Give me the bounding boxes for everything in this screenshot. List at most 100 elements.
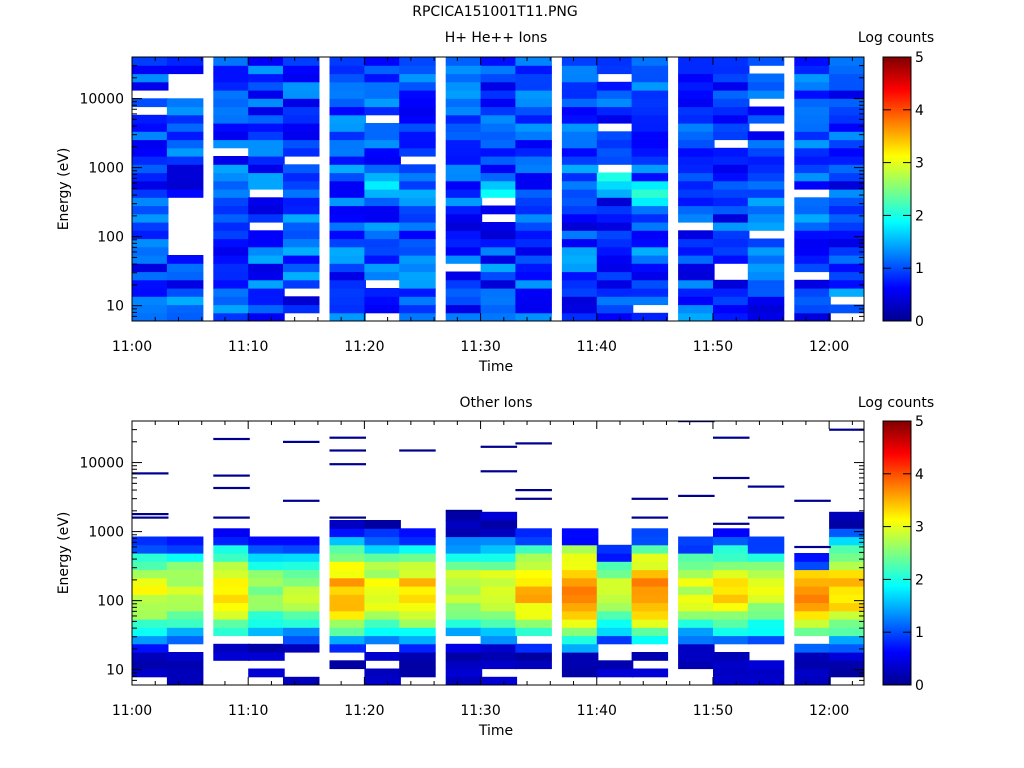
heatmap-cell bbox=[213, 528, 250, 538]
colorbar-axis: 0 1 2 3 4 5 bbox=[883, 50, 924, 330]
heatmap-cell bbox=[166, 569, 204, 579]
heatmap-cell bbox=[480, 81, 518, 91]
isolated-count-mark bbox=[213, 486, 250, 490]
heatmap-cell bbox=[596, 57, 634, 66]
heatmap-cell bbox=[364, 81, 401, 91]
heatmap-cell bbox=[515, 643, 552, 653]
heatmap-cell bbox=[213, 279, 250, 289]
heatmap-cell bbox=[213, 288, 250, 297]
heatmap-cell bbox=[829, 222, 864, 231]
heatmap-cell bbox=[399, 213, 436, 223]
heatmap-cell bbox=[364, 197, 401, 207]
heatmap-cell bbox=[132, 652, 169, 661]
heatmap-cell bbox=[445, 139, 483, 149]
heatmap-cell bbox=[399, 577, 436, 587]
heatmap-cell bbox=[678, 197, 715, 207]
heatmap-cell bbox=[561, 569, 599, 579]
heatmap-cell bbox=[631, 180, 669, 190]
heatmap-cell bbox=[248, 610, 285, 620]
heatmap-cell bbox=[283, 114, 320, 124]
isolated-count-mark bbox=[213, 474, 250, 477]
heatmap-cell bbox=[794, 312, 831, 321]
heatmap-cell bbox=[713, 238, 750, 248]
heatmap-cell bbox=[794, 156, 831, 165]
heatmap-cell bbox=[283, 205, 320, 215]
heatmap-cell bbox=[561, 561, 599, 571]
heatmap-cell bbox=[283, 81, 320, 91]
heatmap-cell bbox=[794, 98, 831, 108]
heatmap-cell bbox=[829, 561, 864, 571]
heatmap-cell bbox=[561, 586, 599, 595]
heatmap-cell bbox=[678, 139, 715, 149]
heatmap-cell bbox=[364, 304, 401, 314]
heatmap-cell bbox=[399, 619, 436, 628]
heatmap-cell bbox=[713, 213, 750, 223]
heatmap-cell bbox=[213, 312, 250, 321]
heatmap-cell bbox=[480, 676, 518, 685]
heatmap-cell bbox=[794, 594, 831, 604]
heatmap-cell bbox=[364, 73, 401, 83]
heatmap-cell bbox=[445, 106, 483, 116]
heatmap-cell bbox=[747, 114, 785, 124]
heatmap-cell bbox=[364, 65, 401, 75]
heatmap-cell bbox=[283, 271, 320, 281]
heatmap-cell bbox=[399, 652, 436, 661]
heatmap-cell bbox=[213, 238, 250, 248]
isolated-count-mark bbox=[515, 442, 552, 445]
heatmap-cell bbox=[480, 635, 518, 645]
heatmap-cell bbox=[561, 90, 599, 99]
heatmap-cell bbox=[213, 106, 250, 116]
heatmap-cell bbox=[213, 561, 250, 571]
heatmap-cell bbox=[596, 114, 634, 124]
heatmap-cell bbox=[132, 635, 169, 645]
heatmap-cell bbox=[445, 123, 483, 132]
heatmap-cell bbox=[561, 123, 599, 132]
heatmap-cell bbox=[678, 594, 715, 604]
heatmap-cell bbox=[747, 246, 785, 256]
heatmap-cell bbox=[713, 189, 750, 198]
heatmap-cell bbox=[678, 288, 715, 297]
heatmap-cell bbox=[596, 180, 634, 190]
heatmap-cell bbox=[631, 81, 669, 91]
heatmap-cell bbox=[678, 81, 715, 91]
heatmap-cell bbox=[631, 139, 669, 149]
heatmap-cell bbox=[515, 147, 552, 157]
heatmap-cell bbox=[631, 164, 669, 174]
page-title: RPCICA151001T11.PNG bbox=[412, 4, 578, 20]
x-axis: 11:00 11:10 11:20 11:30 11:40 11:50 12:00 bbox=[112, 421, 853, 719]
heatmap-cell bbox=[631, 544, 669, 554]
heatmap-cell bbox=[480, 106, 518, 116]
heatmap-cell bbox=[561, 619, 599, 628]
heatmap-cell bbox=[480, 230, 518, 240]
heatmap-cell bbox=[213, 544, 250, 554]
heatmap-cell bbox=[132, 668, 169, 678]
heatmap-cell bbox=[399, 180, 436, 190]
heatmap-cell bbox=[399, 627, 436, 637]
heatmap-cell bbox=[561, 602, 599, 612]
heatmap-cell bbox=[713, 73, 750, 83]
heatmap-cell bbox=[561, 668, 599, 678]
heatmap-cell bbox=[248, 164, 285, 174]
heatmap-cell bbox=[794, 139, 831, 149]
heatmap-cell bbox=[829, 197, 864, 207]
heatmap-cell bbox=[248, 279, 285, 289]
heatmap-cell bbox=[829, 660, 864, 670]
heatmap-cell bbox=[213, 172, 250, 182]
heatmap-cell bbox=[283, 57, 320, 66]
heatmap-cell bbox=[829, 610, 864, 620]
heatmap-cell bbox=[132, 238, 169, 248]
heatmap-cell bbox=[829, 147, 864, 157]
heatmap-cell bbox=[480, 288, 518, 297]
heatmap-cell bbox=[829, 131, 864, 141]
heatmap-cell bbox=[747, 296, 785, 306]
heatmap-cell bbox=[561, 180, 599, 190]
heatmap-cell bbox=[561, 271, 599, 281]
heatmap-cell bbox=[213, 569, 250, 579]
heatmap-cells bbox=[132, 421, 864, 685]
heatmap-cell bbox=[794, 238, 831, 248]
heatmap-cell bbox=[678, 123, 715, 132]
isolated-count-mark bbox=[132, 516, 169, 519]
heatmap-cell bbox=[747, 602, 785, 612]
heatmap-cell bbox=[794, 304, 831, 314]
heatmap-cell bbox=[283, 131, 320, 141]
